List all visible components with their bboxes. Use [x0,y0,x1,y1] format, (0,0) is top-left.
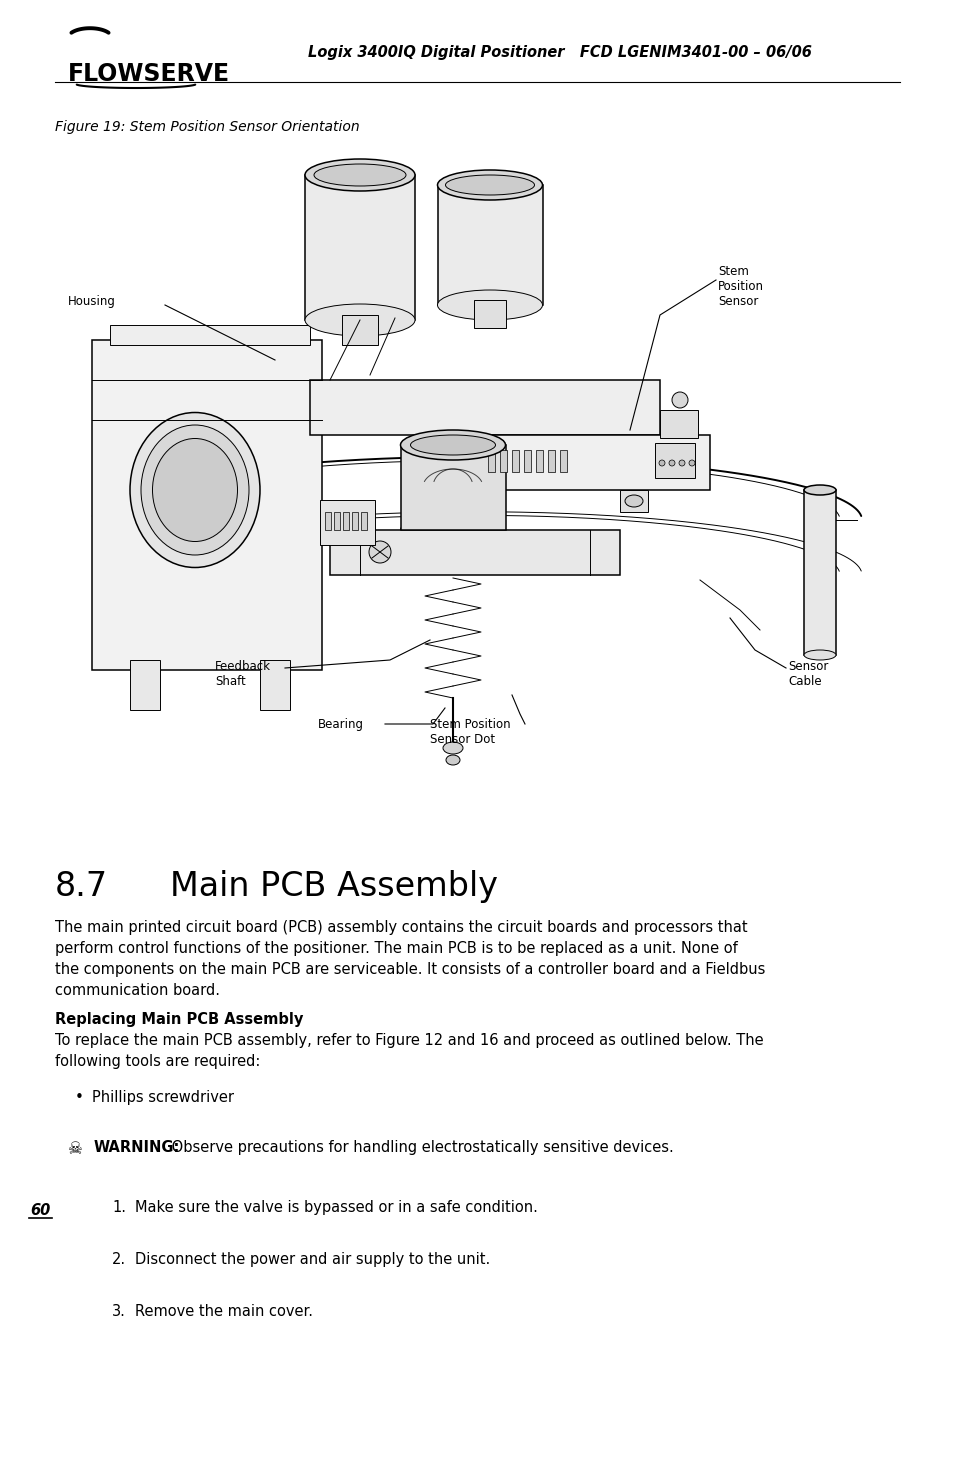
Bar [559,450,566,472]
Text: Stem Position
Sensor Dot: Stem Position Sensor Dot [430,718,510,746]
Ellipse shape [446,755,459,766]
Bar [310,381,659,435]
Bar [260,659,290,709]
Text: communication board.: communication board. [55,982,220,999]
Text: the components on the main PCB are serviceable. It consists of a controller boar: the components on the main PCB are servi… [55,962,764,976]
Ellipse shape [688,460,695,466]
Bar [325,512,331,530]
Bar [130,659,160,709]
Bar [91,341,322,670]
Text: Observe precautions for handling electrostatically sensitive devices.: Observe precautions for handling electro… [167,1140,673,1155]
Ellipse shape [437,291,542,320]
Ellipse shape [679,460,684,466]
Ellipse shape [400,431,505,460]
Text: ☠: ☠ [68,1140,83,1158]
Bar [341,316,377,345]
Text: 2.: 2. [112,1252,126,1267]
Bar [655,442,695,478]
Text: Figure 19: Stem Position Sensor Orientation: Figure 19: Stem Position Sensor Orientat… [55,119,359,134]
Ellipse shape [671,392,687,409]
Text: Make sure the valve is bypassed or in a safe condition.: Make sure the valve is bypassed or in a … [135,1201,537,1215]
Bar [360,512,367,530]
Ellipse shape [410,435,495,454]
Bar [659,410,698,438]
Text: The main printed circuit board (PCB) assembly contains the circuit boards and pr: The main printed circuit board (PCB) ass… [55,920,747,935]
Ellipse shape [437,170,542,201]
Ellipse shape [659,460,664,466]
Ellipse shape [130,413,260,568]
Bar [523,450,531,472]
Text: Feedback
Shaft: Feedback Shaft [214,659,271,687]
Bar [330,530,619,575]
Ellipse shape [445,176,534,195]
Bar [536,450,542,472]
Bar [305,176,415,320]
Ellipse shape [400,515,505,544]
Text: 8.7: 8.7 [55,870,108,903]
Text: Replacing Main PCB Assembly: Replacing Main PCB Assembly [55,1012,303,1027]
Text: •: • [75,1090,84,1105]
Ellipse shape [442,742,462,754]
Text: Bearing: Bearing [317,718,364,732]
Text: FLOWSERVE: FLOWSERVE [68,62,230,86]
Bar [619,490,647,512]
Text: To replace the main PCB assembly, refer to Figure 12 and 16 and proceed as outli: To replace the main PCB assembly, refer … [55,1032,762,1049]
Text: 3.: 3. [112,1304,126,1319]
Ellipse shape [152,438,237,541]
Text: Logix 3400IQ Digital Positioner   FCD LGENIM3401-00 – 06/06: Logix 3400IQ Digital Positioner FCD LGEN… [308,44,811,59]
Ellipse shape [624,496,642,507]
Bar [803,490,835,655]
Ellipse shape [369,541,391,563]
Ellipse shape [305,304,415,336]
Bar [343,512,349,530]
Bar [479,435,709,490]
Bar [488,450,495,472]
Ellipse shape [305,159,415,190]
Bar [110,324,310,345]
Text: Stem
Position
Sensor: Stem Position Sensor [718,266,763,308]
Text: Housing: Housing [68,295,115,308]
Text: following tools are required:: following tools are required: [55,1055,260,1069]
Ellipse shape [141,425,249,555]
Bar [334,512,339,530]
Bar [499,450,506,472]
Text: Phillips screwdriver: Phillips screwdriver [91,1090,233,1105]
Ellipse shape [803,650,835,659]
Text: Disconnect the power and air supply to the unit.: Disconnect the power and air supply to t… [135,1252,490,1267]
Ellipse shape [314,164,406,186]
Bar [400,445,505,530]
Bar [352,512,357,530]
Ellipse shape [668,460,675,466]
Text: WARNING:: WARNING: [94,1140,180,1155]
Text: Main PCB Assembly: Main PCB Assembly [170,870,497,903]
Text: Sensor
Cable: Sensor Cable [787,659,827,687]
Bar [319,500,375,544]
Text: perform control functions of the positioner. The main PCB is to be replaced as a: perform control functions of the positio… [55,941,737,956]
Bar [474,299,505,327]
Bar [512,450,518,472]
Ellipse shape [803,485,835,496]
Bar [437,184,542,305]
Text: Remove the main cover.: Remove the main cover. [135,1304,313,1319]
Text: 60: 60 [30,1204,51,1218]
Bar [547,450,555,472]
Text: 1.: 1. [112,1201,126,1215]
